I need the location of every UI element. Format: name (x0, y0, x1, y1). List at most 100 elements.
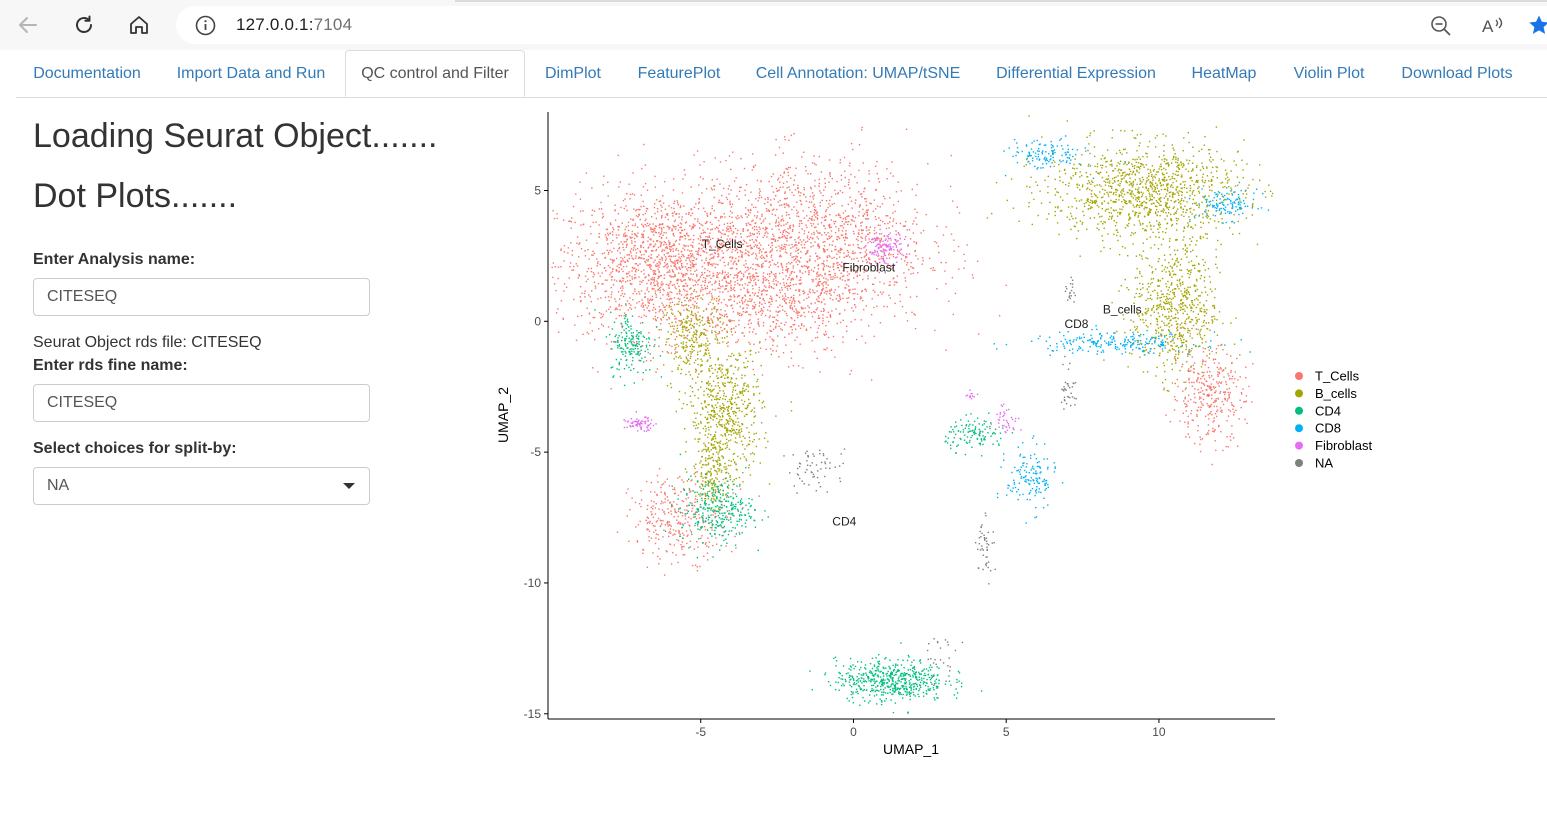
tab-download-plots[interactable]: Download Plots (1384, 50, 1530, 97)
tab-dimplot[interactable]: DimPlot (526, 50, 620, 97)
umap-point (718, 300, 720, 302)
tab-qc-control-and-filter[interactable]: QC control and Filter (345, 50, 525, 97)
umap-point (860, 222, 862, 224)
split-by-select[interactable]: NA (33, 467, 370, 505)
zoom-out-icon[interactable] (1430, 15, 1452, 42)
umap-point (944, 270, 946, 272)
umap-point (1220, 431, 1222, 433)
umap-point (730, 289, 732, 292)
umap-point (623, 314, 625, 317)
umap-point (684, 238, 686, 240)
read-aloud-icon[interactable]: A (1481, 15, 1505, 42)
umap-point (618, 267, 620, 269)
umap-point (783, 224, 785, 226)
umap-point (677, 229, 680, 231)
umap-point (719, 291, 721, 293)
umap-point (828, 224, 830, 226)
umap-point (695, 329, 697, 331)
umap-point (725, 515, 727, 517)
umap-point (704, 222, 707, 224)
umap-point (754, 257, 757, 259)
umap-point (682, 266, 684, 268)
umap-point (571, 269, 573, 271)
tab-cell-annotation[interactable]: Cell Annotation: UMAP/tSNE (738, 50, 978, 97)
umap-point (706, 382, 708, 385)
umap-point (829, 316, 832, 318)
umap-point (703, 354, 705, 357)
umap-point (619, 279, 621, 282)
umap-point (753, 166, 755, 169)
umap-point (831, 244, 833, 246)
umap-point (757, 291, 760, 294)
umap-point (785, 321, 787, 324)
umap-point (712, 514, 714, 516)
umap-point (660, 274, 663, 277)
tab-documentation[interactable]: Documentation (16, 50, 158, 97)
umap-point (740, 251, 742, 253)
umap-point (914, 250, 916, 252)
umap-point (700, 244, 703, 246)
umap-point (751, 452, 754, 454)
umap-point (684, 350, 686, 352)
umap-point (1192, 364, 1194, 367)
umap-point (654, 270, 656, 272)
tab-import-data-and-run[interactable]: Import Data and Run (158, 50, 344, 97)
umap-point (865, 204, 868, 207)
reload-icon[interactable] (67, 8, 101, 42)
umap-point (783, 284, 786, 286)
umap-point (640, 270, 643, 273)
umap-point (638, 214, 640, 216)
umap-point (780, 263, 783, 266)
umap-point (839, 249, 841, 252)
umap-point (664, 481, 666, 483)
umap-point (623, 256, 626, 258)
umap-point (741, 253, 743, 255)
umap-point (708, 270, 711, 273)
umap-point (706, 287, 708, 289)
umap-point (718, 342, 721, 344)
umap-point (737, 339, 740, 341)
umap-point (758, 351, 760, 353)
analysis-name-input[interactable]: CITESEQ (33, 278, 370, 316)
tab-featureplot[interactable]: FeaturePlot (620, 50, 738, 97)
umap-point (684, 290, 686, 292)
umap-point (677, 310, 679, 313)
tab-differential-expression[interactable]: Differential Expression (978, 50, 1174, 97)
home-icon[interactable] (122, 8, 156, 42)
back-arrow-icon[interactable] (11, 8, 45, 42)
tab-heatmap[interactable]: HeatMap (1174, 50, 1274, 97)
umap-point (754, 244, 757, 246)
rds-name-input[interactable]: CITESEQ (33, 384, 370, 422)
umap-point (719, 440, 722, 442)
umap-point (693, 225, 696, 227)
umap-point (927, 163, 929, 165)
umap-point (794, 174, 796, 177)
umap-point (868, 238, 870, 240)
umap-point (758, 188, 761, 190)
umap-point (680, 226, 682, 229)
umap-point (685, 349, 687, 352)
umap-point (583, 292, 586, 295)
umap-point (717, 303, 720, 305)
tab-violin-plot[interactable]: Violin Plot (1274, 50, 1384, 97)
umap-point (800, 314, 803, 317)
umap-point (668, 521, 671, 523)
umap-point (734, 274, 736, 276)
umap-point (1218, 385, 1220, 387)
umap-point (957, 245, 960, 248)
umap-point (722, 271, 724, 274)
info-icon[interactable] (195, 15, 216, 41)
address-bar[interactable] (176, 6, 1547, 44)
umap-point (826, 259, 828, 262)
umap-point (775, 195, 777, 197)
umap-point (675, 410, 677, 413)
umap-point (701, 192, 703, 194)
umap-point (883, 282, 885, 285)
umap-point (1225, 383, 1228, 385)
url-text[interactable]: 127.0.0.1:7104 (236, 15, 352, 35)
favorite-star-icon[interactable] (1528, 14, 1547, 41)
umap-point (1221, 409, 1223, 411)
umap-point (801, 324, 803, 326)
umap-point (684, 285, 686, 287)
umap-point (693, 341, 696, 343)
